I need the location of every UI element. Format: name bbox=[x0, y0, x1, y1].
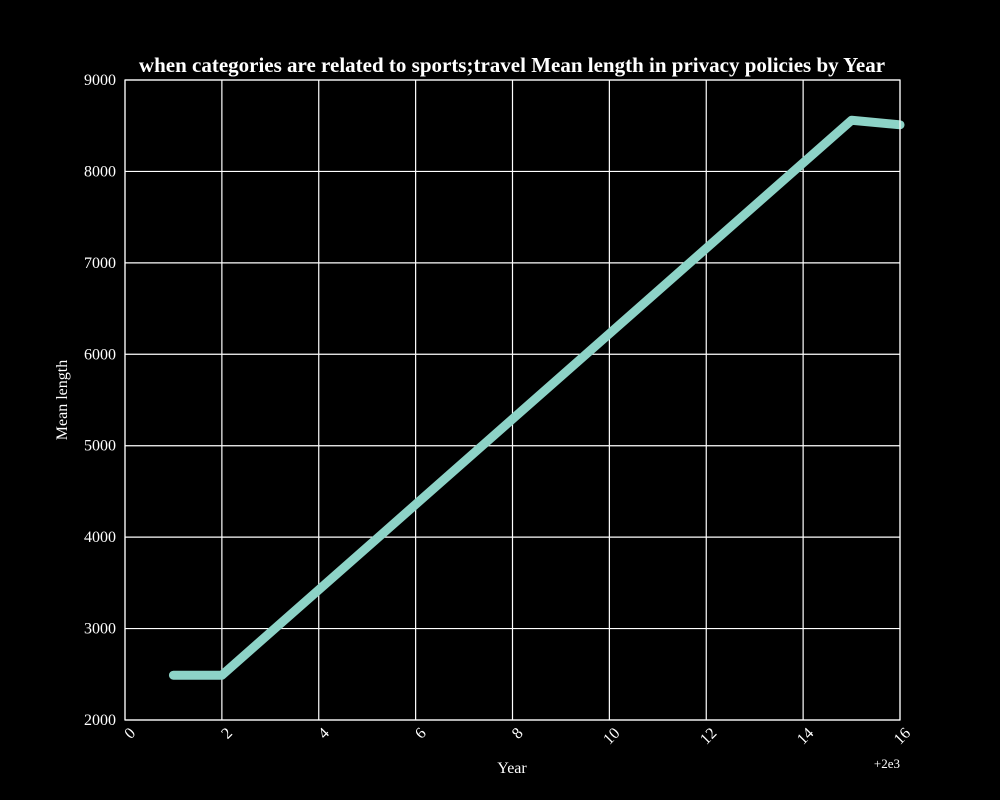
x-tick-label: 6 bbox=[412, 725, 430, 743]
series-line bbox=[168, 115, 905, 680]
x-tick-label: 0 bbox=[121, 725, 139, 743]
y-tick-label: 7000 bbox=[84, 255, 116, 272]
x-tick-label: 10 bbox=[600, 725, 623, 748]
y-tick-label: 3000 bbox=[84, 621, 116, 638]
y-axis-label: Mean length bbox=[54, 360, 71, 440]
x-tick-label: 14 bbox=[794, 725, 817, 748]
series-layer bbox=[168, 115, 905, 680]
y-tick-label: 9000 bbox=[84, 72, 116, 89]
y-tick-label: 6000 bbox=[84, 346, 116, 363]
x-offset-label: +2e3 bbox=[874, 756, 900, 771]
x-tick-label: 8 bbox=[509, 725, 527, 743]
x-axis-label: Year bbox=[497, 760, 527, 777]
x-tick-label: 2 bbox=[218, 725, 236, 743]
x-tick-label: 4 bbox=[315, 725, 333, 743]
y-tick-label: 5000 bbox=[84, 438, 116, 455]
y-tick-label: 4000 bbox=[84, 529, 116, 546]
chart-title: when categories are related to sports;tr… bbox=[139, 53, 885, 77]
x-tick-labels: 0 2 4 6 8 10 12 14 16 bbox=[121, 725, 914, 748]
y-tick-label: 8000 bbox=[84, 163, 116, 180]
y-tick-label: 2000 bbox=[84, 712, 116, 729]
plot-frame bbox=[124, 79, 901, 721]
x-tick-label: 12 bbox=[697, 725, 720, 748]
y-tick-labels: 2000 3000 4000 5000 6000 7000 8000 9000 bbox=[84, 72, 116, 729]
x-tick-label: 16 bbox=[891, 725, 914, 748]
